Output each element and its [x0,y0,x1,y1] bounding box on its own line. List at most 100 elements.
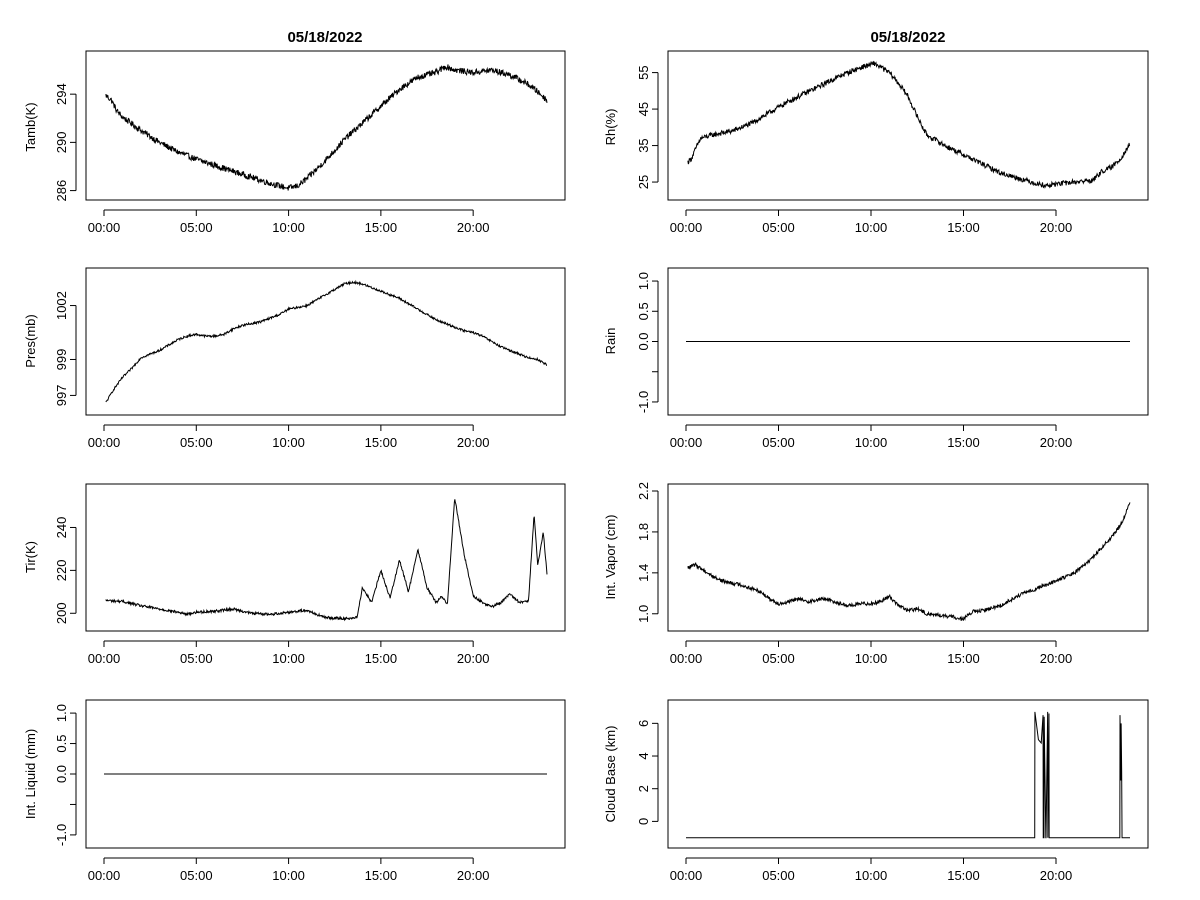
x-tick-label: 00:00 [670,220,703,235]
x-tick-label: 05:00 [180,868,213,883]
y-tick-label: 0.0 [54,765,69,783]
y-tick-label: 1.4 [636,564,651,582]
x-tick-label: 00:00 [88,220,121,235]
series-line [105,279,548,403]
y-axis-label: Int. Vapor (cm) [603,514,618,599]
series-line [105,499,548,622]
x-tick-label: 20:00 [457,868,490,883]
series-line [687,502,1131,621]
x-tick-label: 00:00 [670,435,703,450]
x-tick-label: 05:00 [180,435,213,450]
x-tick-label: 10:00 [272,868,305,883]
x-tick-label: 10:00 [855,435,888,450]
y-tick-label: 1.8 [636,523,651,541]
x-tick-label: 20:00 [1040,220,1073,235]
x-tick-label: 05:00 [762,868,795,883]
y-tick-label: 35 [636,138,651,152]
y-axis-label: Tamb(K) [23,102,38,151]
plot-frame [85,699,566,849]
panel-tamb: 05/18/2022 Tamb(K) 00:00 05:00 10:00 15:00 2… [23,29,566,235]
x-tick-label: 05:00 [762,435,795,450]
x-tick-label: 00:00 [88,651,121,666]
y-tick-label: 997 [54,385,69,407]
x-tick-label: 15:00 [365,868,398,883]
y-tick-label: 294 [54,83,69,105]
y-tick-label: 220 [54,560,69,582]
panel-title: 05/18/2022 [287,29,362,46]
y-axis-label: Pres(mb) [23,314,38,367]
x-tick-label: 20:00 [457,651,490,666]
x-tick-label: 05:00 [762,220,795,235]
y-tick-label: 55 [636,65,651,79]
y-tick-label: 0.5 [636,302,651,320]
y-axis-label: Rain [603,328,618,355]
y-tick-label: 4 [636,752,651,759]
panel-pres: Pres(mb) 00:00 05:00 10:00 15:00 20:00 997 999… [23,267,566,450]
y-tick-label: 0.5 [54,735,69,753]
plot-frame [667,267,1149,416]
y-axis-label: Int. Liquid (mm) [23,729,38,819]
y-tick-label: -1.0 [636,391,651,413]
x-tick-label: 15:00 [947,651,980,666]
y-tick-label: 1.0 [54,704,69,722]
y-tick-label: 1.0 [636,605,651,623]
y-tick-label: 2 [636,785,651,792]
series-line [686,711,1130,839]
y-tick-label: 0.0 [636,332,651,350]
y-tick-label: 1.0 [636,272,651,290]
x-tick-label: 10:00 [855,220,888,235]
y-tick-label: -1.0 [54,824,69,846]
y-tick-label: 2.2 [636,482,651,500]
series-line [687,60,1131,189]
series-line [105,64,548,191]
panel-tir: Tir(K) 00:00 05:00 10:00 15:00 20:00 200 220 24… [23,483,566,666]
x-tick-label: 00:00 [670,868,703,883]
x-tick-label: 15:00 [365,651,398,666]
panel-rain: Rain 00:00 05:00 10:00 15:00 20:00 -1.0 0.0 0.5… [603,267,1149,450]
x-tick-label: 05:00 [180,220,213,235]
x-tick-label: 10:00 [855,868,888,883]
y-tick-label: 45 [636,102,651,116]
y-tick-label: 240 [54,517,69,539]
y-axis-label: Cloud Base (km) [603,726,618,823]
x-tick-label: 05:00 [180,651,213,666]
x-tick-label: 00:00 [88,435,121,450]
panel-liquid: Int. Liquid (mm) 00:00 05:00 10:00 15:00 20:… [23,699,566,883]
y-tick-label: 200 [54,602,69,624]
x-tick-label: 15:00 [947,435,980,450]
panel-title: 05/18/2022 [870,29,945,46]
panel-vapor: Int. Vapor (cm) 00:00 05:00 10:00 15:00 20:0… [603,482,1149,666]
plot-frame [667,699,1149,849]
y-tick-label: 0 [636,818,651,825]
plot-frame [667,50,1149,201]
y-axis-label: Tir(K) [23,541,38,573]
plot-frame [667,483,1149,632]
plot-frame [85,50,566,201]
x-tick-label: 15:00 [365,435,398,450]
plot-frame [85,483,566,632]
y-tick-label: 290 [54,132,69,154]
x-tick-label: 15:00 [365,220,398,235]
x-tick-label: 20:00 [1040,651,1073,666]
y-tick-label: 286 [54,180,69,202]
x-tick-label: 10:00 [272,651,305,666]
x-tick-label: 00:00 [88,868,121,883]
x-tick-label: 20:00 [457,435,490,450]
plot-frame [85,267,566,416]
x-tick-label: 00:00 [670,651,703,666]
x-tick-label: 10:00 [855,651,888,666]
y-tick-label: 1002 [54,291,69,320]
panel-rh: 05/18/2022 Rh(%) 00:00 05:00 10:00 15:00 20:… [603,29,1149,235]
x-tick-label: 20:00 [1040,868,1073,883]
y-axis-label: Rh(%) [603,109,618,146]
y-tick-label: 25 [636,175,651,189]
x-tick-label: 15:00 [947,868,980,883]
panel-cloudbase: Cloud Base (km) 00:00 05:00 10:00 15:00 20:0… [603,699,1149,883]
x-tick-label: 10:00 [272,435,305,450]
x-tick-label: 05:00 [762,651,795,666]
x-tick-label: 20:00 [457,220,490,235]
y-tick-label: 999 [54,349,69,371]
x-tick-label: 20:00 [1040,435,1073,450]
y-tick-label: 6 [636,720,651,727]
